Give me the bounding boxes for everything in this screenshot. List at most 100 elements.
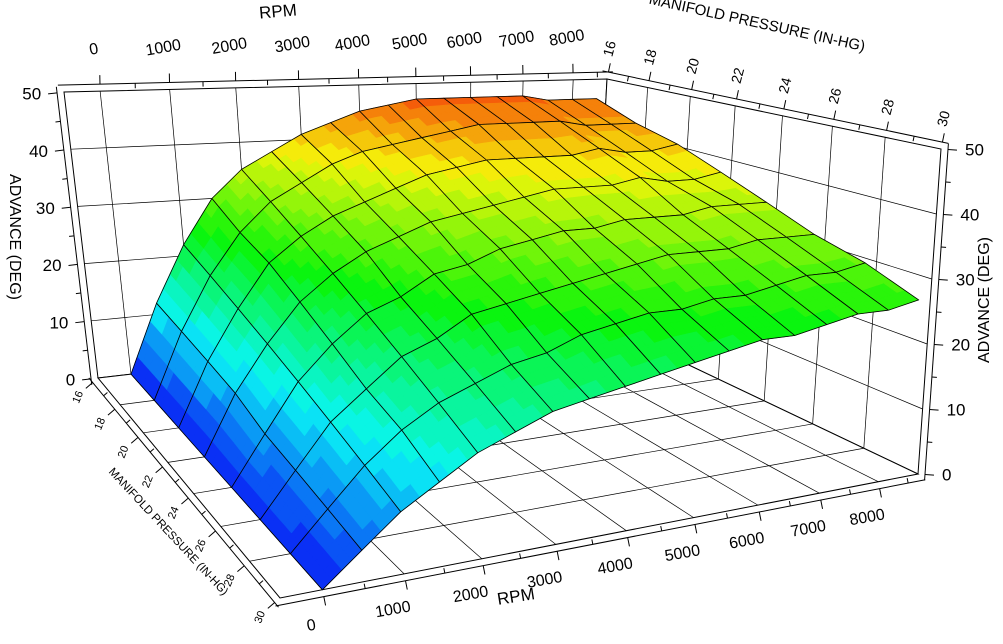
axis-map-bottom-left-tick-label: 16 [70, 389, 86, 405]
surface-cell [474, 364, 554, 433]
axis-map-top-tick-label: 30 [934, 109, 954, 128]
surface-cell [181, 275, 239, 362]
surface-cell [598, 147, 668, 182]
axis-rpm-bottom-tick-label: 1000 [374, 598, 412, 621]
axis-map-bottom-left-tick-label: 18 [92, 416, 108, 432]
surface-cell [648, 308, 730, 363]
z-axis-title-right: ADVANCE (DEG) [976, 237, 993, 363]
surface-cell [364, 187, 432, 238]
surface-cell [681, 298, 763, 352]
axis-rpm-bottom-tick-label: 4000 [596, 555, 634, 578]
surface-mesh [130, 95, 920, 591]
surface-cell [264, 381, 332, 471]
axis-rpm-top-tick-label: 6000 [445, 29, 483, 52]
axis-map-top-tick-label: 18 [640, 47, 660, 66]
surface-cell [331, 313, 403, 390]
axis-advance-left-tick-label: 40 [29, 142, 48, 161]
axis-advance-right-tick-label: 0 [942, 466, 951, 485]
axis-map-bottom-left-tick-label: 26 [193, 538, 209, 554]
surface-cell [301, 163, 366, 217]
axis-advance-left-tick-label: 50 [22, 85, 41, 104]
surface-cell [510, 352, 591, 412]
axis-rpm-bottom: 0 1000 2000 3000 4000 5000 6000 7000 8000 [275, 478, 926, 635]
axis-advance-left-tick-label: 10 [49, 313, 68, 332]
surface-cell [492, 196, 565, 241]
surface-cell [523, 188, 596, 232]
surface-cell [738, 201, 816, 238]
axis-rpm-top-tick-label: 8000 [548, 27, 586, 50]
axis-map-bottom-left: 16 18 20 22 24 26 28 30 [70, 377, 279, 625]
surface-cell [365, 236, 435, 298]
surface-cell [505, 292, 582, 354]
surface-cell [571, 98, 637, 125]
surface-cell [401, 338, 476, 404]
surface-cell [364, 429, 440, 513]
axis-map-top-tick-label: 24 [775, 76, 795, 95]
surface-cell [289, 508, 363, 591]
axis-rpm-top: 0 1000 2000 3000 4000 5000 6000 7000 8000 [57, 27, 613, 89]
axis-rpm-top-tick-label: 4000 [333, 32, 371, 55]
surface-cell [207, 308, 268, 394]
surface-cell [415, 97, 480, 132]
surface-cell [332, 201, 400, 253]
surface-cell [582, 184, 655, 221]
surface-cell [756, 236, 837, 276]
surface-cell [297, 343, 367, 423]
axis-advance-right-tick-label: 40 [960, 206, 979, 225]
surface-cell [436, 313, 512, 384]
surface-cell [178, 360, 236, 458]
axis-map-top-tick-label: 28 [878, 97, 898, 116]
axis-advance-left-tick-label: 0 [66, 371, 75, 390]
surface-cell [559, 120, 626, 153]
axis-rpm-top-tick-label: 2000 [210, 35, 248, 58]
surface-cell [266, 301, 333, 383]
surface-cell [365, 356, 440, 431]
surface-cell [270, 182, 334, 237]
axis-map-bottom-left-tick-label: 20 [116, 444, 132, 460]
axis-rpm-bottom-tick-label: 5000 [664, 542, 702, 565]
axis-advance-right-tick-label: 10 [947, 401, 966, 420]
surface-cell [611, 177, 684, 218]
axis-map-top-tick-label: 16 [600, 39, 620, 58]
surface-cell [156, 244, 211, 332]
surface-cell [421, 130, 488, 168]
surface-cell [499, 239, 574, 294]
surface-cell [332, 251, 402, 314]
axis-map-bottom-left-tick-label: 24 [166, 505, 182, 521]
surface-cell [327, 464, 402, 551]
axis-rpm-bottom-tick-label: 0 [305, 617, 317, 635]
surface-cell [693, 171, 768, 205]
axis-map-bottom-left-tick-label: 28 [222, 573, 238, 589]
surface-cell [299, 273, 367, 345]
axis-map-top-tick-label: 22 [728, 66, 748, 85]
surface-cell [400, 273, 473, 339]
surface-cell [639, 177, 713, 216]
axis-rpm-bottom-tick-label: 3000 [526, 569, 564, 592]
surface-cell [727, 239, 808, 286]
axis-map-top: 16 18 20 22 24 26 28 30 [600, 39, 954, 144]
z-axis-title-left: ADVANCE (DEG) [6, 174, 23, 300]
surface-cell [572, 273, 650, 325]
surface-cell [268, 235, 334, 303]
surface-cell [744, 284, 828, 336]
axis-advance-right-tick-label: 30 [956, 271, 975, 290]
axis-advance-right-tick-label: 20 [951, 336, 970, 355]
axis-map-top-tick-label: 26 [825, 86, 845, 105]
axis-rpm-top-tick-label: 7000 [498, 28, 536, 51]
surface-cell [610, 122, 679, 152]
axis-map-top-tick-label: 20 [683, 56, 703, 75]
surface-cell [539, 282, 617, 336]
surface-cell [203, 392, 266, 488]
surface-cell [433, 264, 507, 315]
axis-rpm-bottom-tick-label: 8000 [848, 506, 886, 529]
axis-map-bottom-left-tick-label: 22 [140, 474, 156, 490]
surface-cell [183, 197, 241, 277]
axis-rpm-bottom-tick-label: 6000 [728, 530, 766, 553]
surface-cell [593, 219, 669, 265]
axis-rpm-top-tick-label: 5000 [391, 31, 429, 54]
axis-advance-right: 0 10 20 30 40 50 [924, 141, 984, 485]
surface-cell [430, 213, 501, 265]
axis-rpm-bottom-tick-label: 2000 [452, 583, 490, 606]
axis-map-bottom-left-tick-label: 30 [252, 609, 268, 625]
